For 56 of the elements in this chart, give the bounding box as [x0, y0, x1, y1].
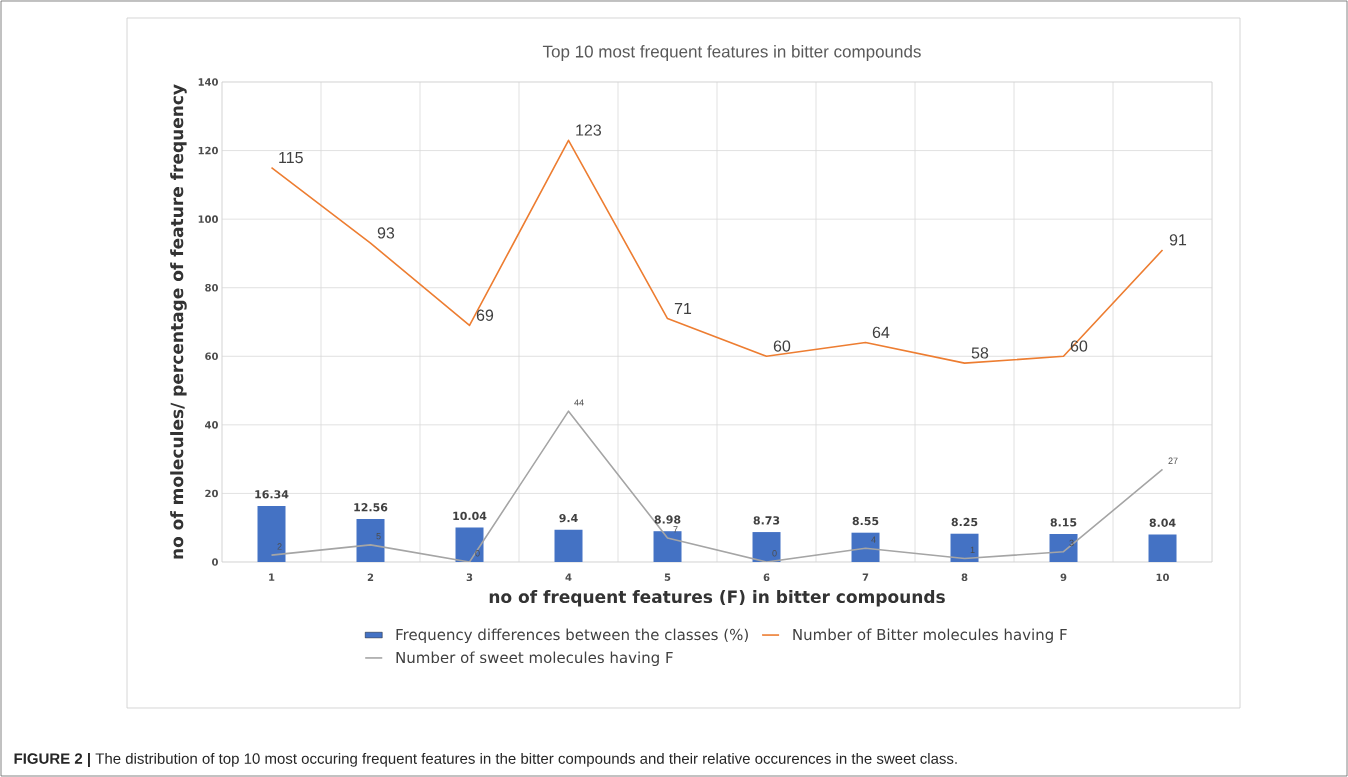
- data-label: 2: [277, 543, 282, 550]
- data-label: 8.04: [1149, 518, 1176, 527]
- data-label: 123: [576, 124, 602, 136]
- y-tick-label: 40: [205, 421, 218, 429]
- data-label: 71: [674, 303, 692, 315]
- data-label: 91: [1169, 234, 1187, 246]
- x-tick-label: 1: [269, 573, 275, 581]
- text: FIGURE 2 | The distribution of top 10 most occuring frequent features in the bitter compounds and their relative occurences in the sweet class.: [14, 752, 957, 768]
- x-axis-title: no of frequent features (F) in bitter compounds: [489, 589, 945, 607]
- line-series: [270, 139, 1164, 364]
- y-tick-label: 140: [198, 78, 218, 86]
- x-tick-label: 8: [961, 573, 968, 582]
- x-tick-label: 7: [862, 573, 869, 581]
- y-tick-label: 80: [205, 283, 218, 292]
- x-tick-label: 6: [763, 573, 770, 582]
- data-label: 44: [574, 399, 584, 406]
- y-tick-label: 0: [212, 558, 218, 566]
- x-tick-label: 2: [367, 573, 374, 581]
- data-label: 8.15: [1050, 518, 1077, 527]
- data-label: 7: [673, 526, 678, 533]
- data-label: 115: [279, 152, 303, 164]
- data-label: 12.56: [354, 503, 388, 512]
- data-label: 93: [377, 227, 395, 239]
- data-label: 8.98: [654, 515, 681, 524]
- data-label: 60: [773, 340, 791, 352]
- data-label: 69: [476, 309, 494, 321]
- y-axis-title: no of molecules/ percentage of feature frequency: [170, 84, 187, 559]
- data-label: 5: [376, 533, 381, 540]
- x-tick-label: 5: [664, 573, 671, 581]
- data-label: 64: [872, 326, 890, 339]
- data-label: 0: [475, 550, 480, 557]
- data-label: 1: [970, 546, 975, 554]
- x-tick-label: 10: [1156, 573, 1169, 582]
- legend-label: Number of Bitter molecules having F: [793, 628, 1067, 644]
- data-label: 8.25: [951, 517, 978, 527]
- data-label: 8.73: [753, 516, 780, 525]
- x-tick-label: 9: [1060, 573, 1067, 582]
- data-label: 10.04: [453, 511, 487, 521]
- data-label: 16.34: [255, 490, 289, 499]
- data-label: 60: [1070, 340, 1088, 352]
- data-label: 3: [1069, 539, 1074, 547]
- legend-label: Frequency differences between the classes (%): [396, 628, 748, 644]
- data-label: 4: [871, 536, 876, 543]
- data-label: 27: [1168, 457, 1178, 464]
- data-label: 8.55: [852, 516, 879, 526]
- y-tick-label: 100: [198, 215, 218, 223]
- x-tick-label: 4: [565, 573, 572, 581]
- x-tick-label: 3: [466, 573, 473, 582]
- data-label: 9.4: [559, 513, 578, 523]
- chart-title: Top 10 most frequent features in bitter compounds: [542, 45, 921, 61]
- y-tick-label: 20: [205, 489, 218, 498]
- legend-label: Number of sweet molecules having F: [396, 651, 673, 667]
- y-tick-label: 120: [198, 146, 218, 155]
- data-label: 0: [772, 550, 777, 557]
- y-tick-label: 60: [205, 352, 218, 361]
- data-label: 58: [971, 347, 989, 359]
